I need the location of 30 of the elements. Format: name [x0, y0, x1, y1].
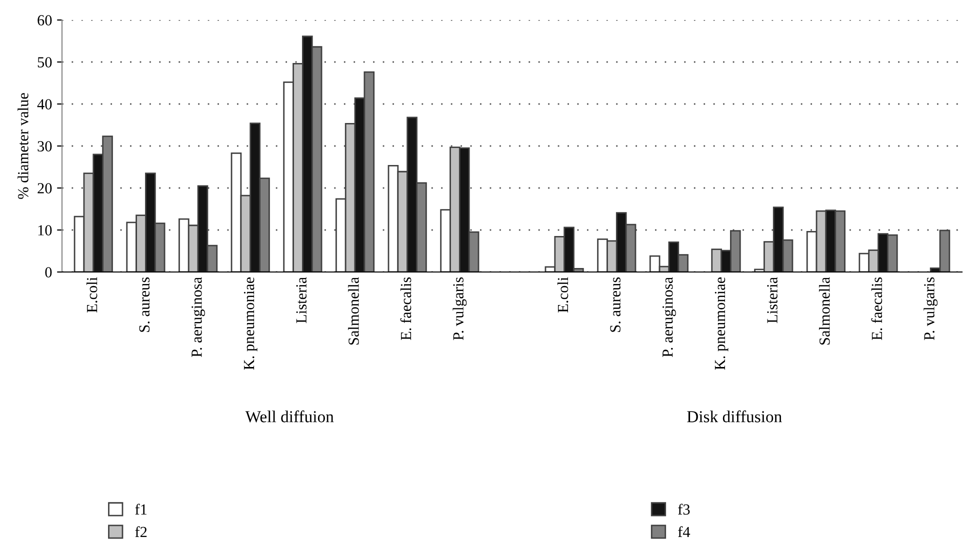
x-tick-label: K. pneumoniae [714, 277, 728, 370]
y-axis-title: % diameter value [18, 93, 28, 199]
y-tick-label: 30 [38, 141, 52, 152]
y-tick-label: 20 [38, 183, 52, 194]
x-tick-label: P. vulgaris [924, 277, 938, 340]
x-tick-label: E. faecalis [400, 277, 412, 340]
x-tick-label: S. aureus [610, 277, 621, 332]
y-tick-label: 60 [38, 15, 52, 26]
x-tick-label: S. aureus [139, 277, 150, 332]
x-tick-label: Salmonella [348, 277, 359, 345]
x-tick-label: P. aeruginosa [662, 277, 676, 358]
y-tick-label: 50 [38, 57, 52, 68]
x-tick-label: Listeria [296, 277, 307, 324]
text: Disk diffusion [687, 410, 782, 422]
x-tick-label: K. pneumoniae [244, 277, 258, 370]
x-tick-label: Listeria [767, 277, 778, 324]
x-tick-label: P. aeruginosa [192, 277, 205, 358]
x-tick-label: E.coli [86, 277, 98, 312]
y-tick-label: 40 [37, 99, 52, 110]
y-tick-label: 0 [45, 267, 52, 278]
text: Well diffuion [245, 410, 334, 422]
legend-label: f4 [678, 526, 690, 537]
x-tick-label: E. faecalis [871, 277, 882, 340]
legend-label: f3 [678, 504, 690, 515]
y-tick-label: 10 [38, 225, 52, 236]
legend-label: f1 [135, 504, 147, 514]
x-tick-label: E.coli [557, 277, 568, 312]
x-tick-label: Salmonella [819, 277, 830, 345]
x-tick-label: P. vulgaris [452, 277, 467, 340]
legend-label: f2 [135, 526, 147, 537]
